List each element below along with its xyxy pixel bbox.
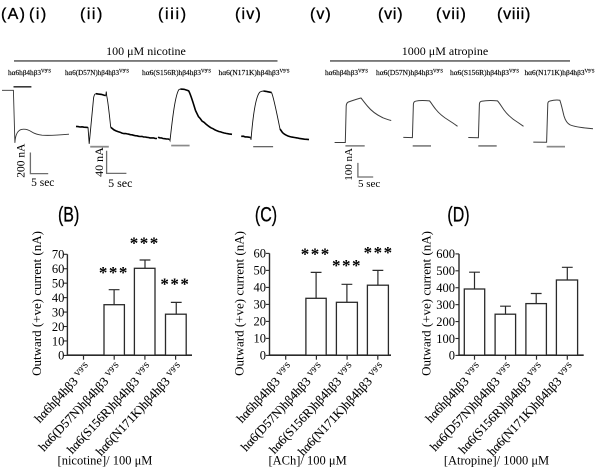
svg-text:100 μM nicotine: 100 μM nicotine bbox=[106, 44, 186, 58]
svg-text:50: 50 bbox=[254, 264, 267, 278]
svg-text:(v): (v) bbox=[310, 6, 332, 23]
svg-text:300: 300 bbox=[436, 298, 455, 312]
svg-text:200: 200 bbox=[436, 315, 455, 329]
svg-text:(D): (D) bbox=[447, 202, 469, 226]
svg-text:0: 0 bbox=[260, 349, 266, 363]
svg-text:500: 500 bbox=[436, 264, 455, 278]
svg-text:40: 40 bbox=[254, 281, 267, 295]
svg-text:hα6(D57N)hβ4hβ3V9′S: hα6(D57N)hβ4hβ3V9′S bbox=[376, 68, 443, 77]
svg-text:***: *** bbox=[160, 275, 190, 294]
svg-text:Outward (+ve) current (nA): Outward (+ve) current (nA) bbox=[419, 231, 434, 376]
svg-text:0: 0 bbox=[449, 349, 455, 363]
svg-text:20: 20 bbox=[254, 315, 267, 329]
svg-text:(C): (C) bbox=[255, 202, 277, 226]
svg-text:hα6(S156R)hβ4hβ3V9′S: hα6(S156R)hβ4hβ3V9′S bbox=[142, 68, 211, 77]
svg-text:[ACh]/ 100 μM: [ACh]/ 100 μM bbox=[268, 454, 346, 468]
svg-text:(B): (B) bbox=[58, 202, 79, 226]
svg-text:70: 70 bbox=[52, 248, 65, 262]
svg-text:100: 100 bbox=[436, 332, 455, 346]
svg-text:40 nA: 40 nA bbox=[92, 147, 106, 177]
svg-text:5 sec: 5 sec bbox=[108, 176, 132, 190]
svg-text:(vi): (vi) bbox=[378, 6, 403, 23]
svg-text:***: *** bbox=[301, 245, 331, 264]
svg-text:(iv): (iv) bbox=[235, 6, 262, 23]
svg-text:hα6hβ4hβ3V9′S: hα6hβ4hβ3V9′S bbox=[8, 68, 51, 77]
svg-text:5 sec: 5 sec bbox=[31, 177, 54, 189]
svg-text:(i): (i) bbox=[29, 6, 48, 23]
svg-text:***: *** bbox=[130, 233, 160, 252]
svg-text:10: 10 bbox=[52, 334, 65, 348]
svg-text:(vii): (vii) bbox=[436, 6, 467, 23]
svg-text:20: 20 bbox=[52, 320, 65, 334]
svg-text:***: *** bbox=[364, 243, 394, 262]
svg-text:Outward (+ve) current (nA): Outward (+ve) current (nA) bbox=[29, 231, 44, 376]
svg-text:***: *** bbox=[99, 263, 129, 282]
svg-text:hα6(N171K)hβ4hβ3V9′S: hα6(N171K)hβ4hβ3V9′S bbox=[219, 68, 290, 77]
svg-text:40: 40 bbox=[52, 291, 65, 305]
svg-text:[nicotine]/ 100 μM: [nicotine]/ 100 μM bbox=[58, 454, 153, 468]
svg-text:60: 60 bbox=[52, 262, 65, 276]
svg-text:5 sec: 5 sec bbox=[358, 178, 380, 190]
svg-text:hα6(N171K)hβ4hβ3V9′S: hα6(N171K)hβ4hβ3V9′S bbox=[525, 68, 595, 77]
svg-text:(ii): (ii) bbox=[80, 6, 104, 23]
svg-text:200 nA: 200 nA bbox=[15, 143, 27, 178]
svg-text:30: 30 bbox=[254, 298, 267, 312]
svg-text:1000 μM atropine: 1000 μM atropine bbox=[402, 44, 488, 58]
svg-text:hα6(D57N)hβ4hβ3V9′S: hα6(D57N)hβ4hβ3V9′S bbox=[65, 68, 129, 77]
svg-text:10: 10 bbox=[254, 332, 267, 346]
svg-text:hα6hβ4hβ3V9′S: hα6hβ4hβ3V9′S bbox=[325, 68, 368, 77]
svg-text:100 nA: 100 nA bbox=[343, 148, 355, 181]
svg-text:hα6(S156R)hβ4hβ3V9′S: hα6(S156R)hβ4hβ3V9′S bbox=[450, 68, 519, 77]
svg-text:600: 600 bbox=[436, 247, 455, 261]
svg-text:400: 400 bbox=[436, 281, 455, 295]
svg-text:30: 30 bbox=[52, 305, 65, 319]
svg-text:(iii): (iii) bbox=[158, 6, 188, 23]
svg-text:0: 0 bbox=[58, 349, 64, 363]
svg-text:Outward (+ve) current (nA): Outward (+ve) current (nA) bbox=[232, 231, 247, 376]
svg-text:60: 60 bbox=[254, 247, 267, 261]
svg-text:***: *** bbox=[332, 256, 362, 275]
svg-text:(A): (A) bbox=[1, 6, 26, 23]
svg-text:50: 50 bbox=[52, 276, 65, 290]
svg-text:(viii): (viii) bbox=[497, 6, 531, 23]
svg-text:[Atropine]/ 1000 μM: [Atropine]/ 1000 μM bbox=[444, 454, 549, 468]
